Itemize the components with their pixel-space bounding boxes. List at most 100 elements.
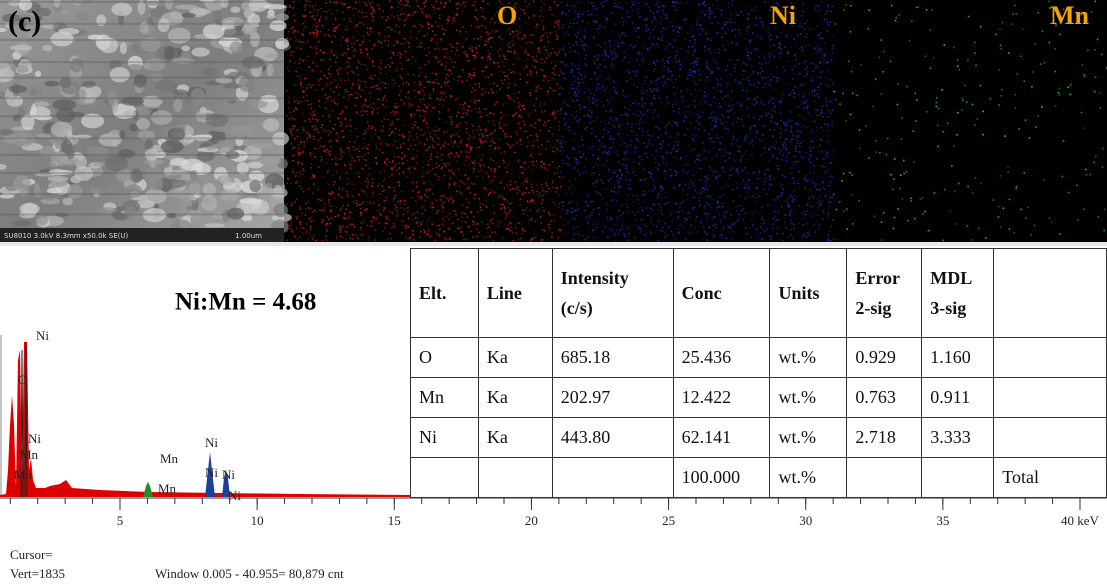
map-dot <box>361 22 363 24</box>
map-dot <box>650 220 652 222</box>
map-dot <box>299 185 301 187</box>
sem-grain <box>51 122 73 137</box>
map-dot <box>715 51 717 53</box>
map-dot <box>556 84 558 86</box>
map-dot <box>790 234 792 236</box>
map-dot <box>694 127 696 128</box>
map-dot <box>718 52 720 54</box>
map-dot <box>510 148 512 150</box>
map-dot <box>614 51 616 53</box>
map-dot <box>321 222 323 224</box>
map-dot <box>791 222 793 224</box>
map-dot <box>591 114 593 116</box>
map-dot <box>386 158 388 160</box>
map-dot <box>364 38 366 40</box>
map-dot <box>414 144 416 146</box>
map-dot <box>462 26 464 28</box>
map-dot <box>419 84 421 86</box>
map-dot <box>488 55 490 57</box>
map-dot <box>706 103 708 105</box>
map-dot <box>598 213 600 215</box>
map-dot <box>808 28 810 30</box>
map-dot <box>805 45 807 47</box>
map-dot <box>614 151 616 153</box>
map-dot <box>641 99 643 101</box>
map-dot <box>801 47 803 49</box>
map-dot <box>324 75 326 77</box>
map-dot <box>503 105 505 107</box>
map-dot <box>457 228 459 230</box>
map-dot <box>606 55 608 57</box>
map-dot <box>595 22 597 24</box>
map-dot <box>811 195 813 197</box>
map-dot <box>574 81 576 83</box>
map-dot <box>517 160 519 162</box>
map-dot <box>685 184 687 186</box>
map-dot <box>477 236 479 238</box>
map-dot <box>546 90 548 92</box>
map-dot <box>611 146 613 148</box>
map-dot <box>749 42 751 44</box>
map-dot <box>610 178 612 180</box>
map-dot <box>574 117 576 119</box>
map-dot <box>730 223 732 225</box>
map-dot <box>370 225 372 227</box>
map-dot <box>312 84 314 86</box>
map-dot <box>329 59 331 61</box>
map-dot <box>313 139 315 141</box>
map-dot <box>382 81 384 83</box>
map-dot <box>466 144 468 146</box>
map-dot <box>413 167 415 169</box>
map-dot <box>369 28 371 30</box>
map-dot <box>659 23 661 25</box>
map-dot <box>663 12 665 14</box>
map-dot <box>542 207 544 209</box>
map-dot <box>445 57 447 59</box>
map-dot <box>486 200 488 202</box>
map-dot <box>779 183 781 185</box>
map-dot <box>450 196 452 198</box>
map-dot <box>548 120 550 122</box>
map-dot <box>543 210 545 212</box>
map-dot <box>789 93 791 95</box>
map-dot <box>636 72 638 74</box>
map-dot <box>697 231 699 233</box>
map-dot <box>538 24 540 26</box>
sem-grain <box>151 110 173 125</box>
map-dot <box>366 186 368 188</box>
map-dot <box>426 123 428 125</box>
map-dot <box>373 45 375 47</box>
map-dot <box>295 107 297 109</box>
map-dot <box>519 127 521 129</box>
map-dot <box>816 115 818 117</box>
map-dot <box>818 51 820 53</box>
map-dot <box>693 62 695 64</box>
map-dot <box>392 62 394 64</box>
map-dot <box>765 77 767 79</box>
map-dot <box>519 177 521 179</box>
map-dot <box>374 132 376 134</box>
map-dot <box>520 8 522 10</box>
map-dot <box>791 139 793 141</box>
map-dot <box>297 136 299 138</box>
map-dot <box>384 170 386 172</box>
map-dot <box>507 46 509 48</box>
map-dot <box>289 112 291 114</box>
map-dot <box>302 87 304 89</box>
map-dot <box>711 113 713 115</box>
map-dot <box>709 48 711 50</box>
map-dot <box>288 118 290 120</box>
map-dot <box>558 27 560 29</box>
map-dot <box>692 46 694 48</box>
map-dot <box>705 87 707 89</box>
map-dot <box>424 5 426 7</box>
map-dot <box>648 140 650 142</box>
map-dot <box>656 4 658 6</box>
map-dot <box>740 184 742 186</box>
map-dot <box>426 122 428 124</box>
map-dot <box>395 208 397 210</box>
map-dot <box>359 62 361 64</box>
map-dot <box>822 116 824 118</box>
map-dot <box>389 128 391 130</box>
map-dot <box>685 171 687 173</box>
